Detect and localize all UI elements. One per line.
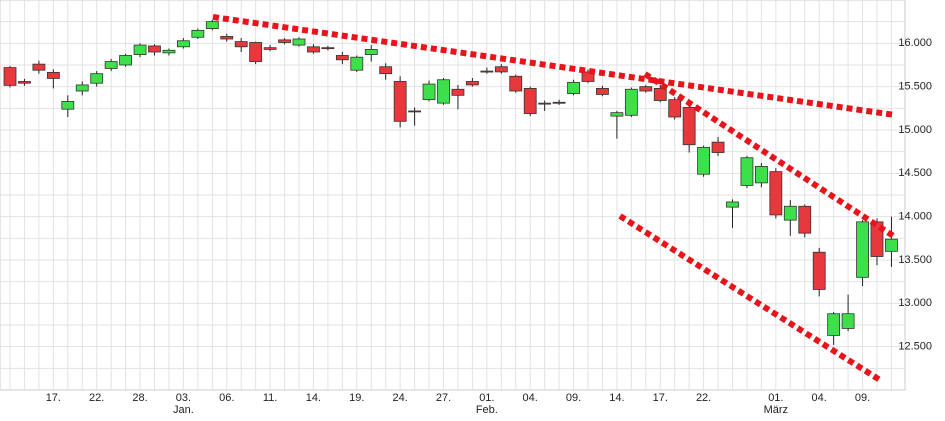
- candle-body: [451, 88, 465, 96]
- x-tick-label: 17.: [653, 392, 668, 404]
- axis-labels: 12.500 13.000 13.500 14.000 14.500 15.000 15.5…: [46, 37, 932, 416]
- x-tick-label: 22.: [696, 392, 711, 404]
- candle-body: [205, 21, 219, 29]
- candle-body: [841, 313, 855, 329]
- x-tick-label: 24.: [393, 392, 408, 404]
- month-label: Jan.: [173, 404, 194, 416]
- candle-body: [798, 205, 812, 234]
- x-tick-label: 14.: [609, 392, 624, 404]
- candle-body: [75, 84, 89, 92]
- month-label: März: [764, 404, 788, 416]
- candle-body: [307, 46, 320, 53]
- candle-body: [538, 102, 552, 105]
- candle-body: [321, 47, 335, 50]
- candles: [3, 19, 898, 345]
- candle-body: [393, 81, 407, 122]
- candle-body: [263, 47, 277, 50]
- candle-body: [523, 88, 537, 114]
- y-tick-label: 15.000: [898, 124, 932, 136]
- candle-body: [364, 49, 378, 56]
- x-tick-label: 03.: [176, 392, 191, 404]
- x-tick-label: 09.: [566, 392, 581, 404]
- candle-body: [653, 88, 667, 101]
- x-tick-label: 09.: [855, 392, 870, 404]
- candle-body: [18, 81, 31, 84]
- candle-body: [119, 55, 132, 66]
- candle-body: [885, 238, 898, 252]
- candle-body: [726, 201, 739, 208]
- candle-body: [567, 81, 580, 95]
- x-tick-label: 01.: [479, 392, 494, 404]
- x-tick-label: 27.: [436, 392, 451, 404]
- y-tick-label: 12.500: [898, 341, 932, 353]
- candle-body: [249, 42, 263, 62]
- candle-body: [682, 107, 696, 146]
- candle-body: [552, 101, 566, 104]
- candle-body: [624, 88, 638, 116]
- candle-body: [90, 73, 104, 84]
- candle-body: [379, 66, 393, 75]
- candle-body: [191, 29, 205, 38]
- candle-body: [335, 55, 349, 61]
- x-tick-label: 17.: [46, 392, 61, 404]
- candle-body: [46, 71, 60, 79]
- candle-body: [596, 88, 609, 95]
- candle-body: [148, 45, 161, 53]
- candle-body: [292, 38, 306, 46]
- candle-body: [812, 251, 826, 290]
- candle-body: [581, 71, 595, 82]
- candle-body: [61, 101, 75, 110]
- candle-body: [234, 41, 248, 48]
- candle-body: [278, 39, 291, 43]
- candle-body: [697, 146, 710, 175]
- candle-body: [176, 40, 190, 48]
- x-tick-label: 22.: [89, 392, 104, 404]
- x-tick-label: 04.: [523, 392, 538, 404]
- x-tick-label: 04.: [812, 392, 827, 404]
- candle-body: [639, 86, 653, 92]
- candle-body: [740, 157, 754, 186]
- trend-line: [212, 14, 896, 118]
- candle-body: [220, 36, 234, 40]
- x-tick-label: 11.: [263, 392, 277, 404]
- candle-body: [509, 75, 523, 92]
- candle-body: [422, 83, 436, 101]
- candle-body: [437, 79, 450, 104]
- trend-line: [618, 213, 882, 383]
- month-label: Feb.: [476, 404, 498, 416]
- candle-body: [408, 110, 422, 113]
- x-tick-label: 19.: [349, 392, 364, 404]
- candle-body: [133, 44, 147, 55]
- y-tick-label: 13.500: [898, 254, 932, 266]
- trend-lines: [212, 14, 897, 383]
- y-tick-label: 14.000: [898, 211, 932, 223]
- candle-body: [162, 49, 176, 54]
- y-tick-label: 13.000: [898, 297, 932, 309]
- x-tick-label: 01.: [768, 392, 783, 404]
- y-tick-label: 16.000: [898, 37, 932, 49]
- candle-body: [668, 99, 682, 118]
- candle-body: [610, 112, 624, 117]
- candle-body: [494, 66, 508, 73]
- candle-body: [827, 313, 841, 336]
- x-tick-label: 28.: [132, 392, 147, 404]
- candle-body: [856, 221, 869, 278]
- candle-body: [104, 61, 118, 69]
- candle-body: [350, 56, 364, 71]
- y-tick-label: 15.500: [898, 81, 932, 93]
- candle-body: [769, 171, 783, 216]
- candle-body: [32, 63, 46, 71]
- y-tick-label: 14.500: [898, 167, 932, 179]
- candle-body: [465, 81, 479, 86]
- candle-body: [480, 70, 494, 73]
- x-tick-label: 14.: [306, 392, 321, 404]
- candle-body: [711, 141, 725, 153]
- candle-body: [3, 67, 17, 86]
- candle-body: [783, 205, 797, 221]
- candle-body: [755, 165, 768, 184]
- x-tick-label: 06.: [219, 392, 234, 404]
